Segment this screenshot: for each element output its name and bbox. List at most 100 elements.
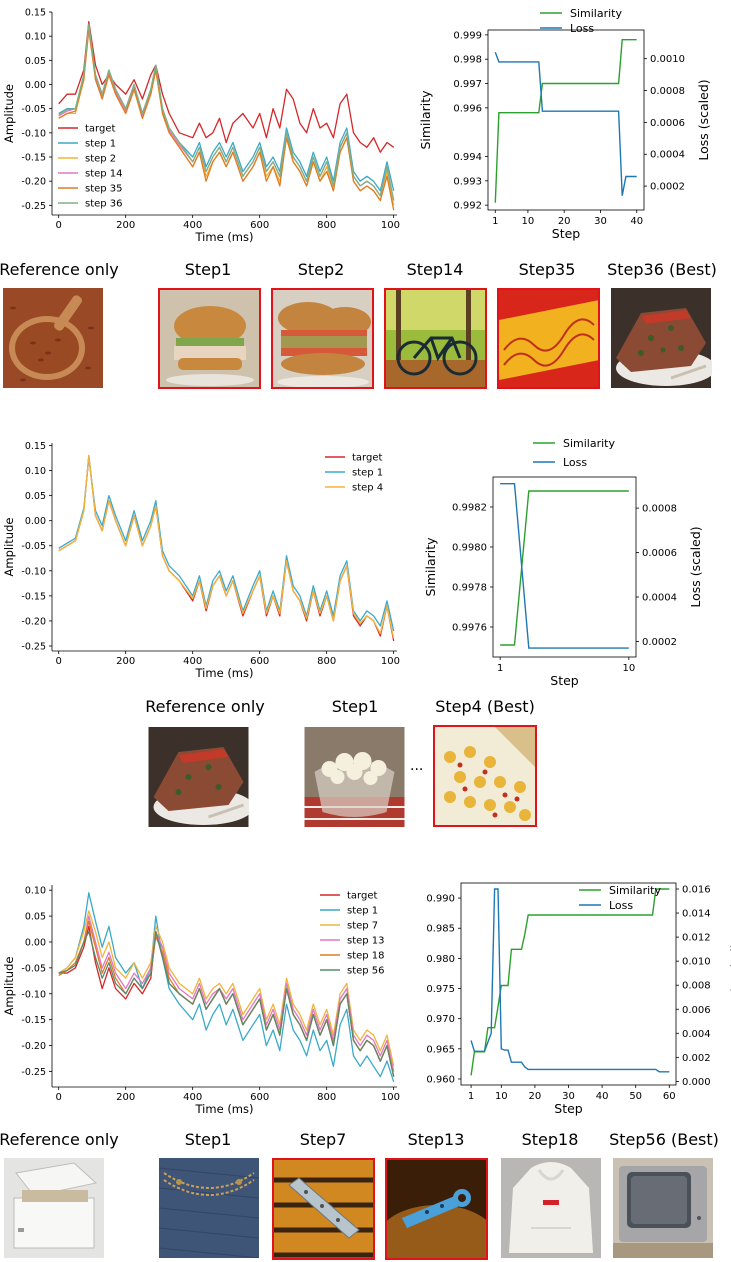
y-left-tick-label: 0.999 xyxy=(453,30,482,41)
row2-label-step1: Step1 xyxy=(331,697,379,716)
jeans-pocket-image xyxy=(159,1158,259,1258)
x-tick-label: 400 xyxy=(183,656,202,667)
y-tick-label: 0.00 xyxy=(25,516,46,527)
row2-label-step4: Step4 (Best) xyxy=(435,697,535,716)
y-tick-label: 0.10 xyxy=(25,886,46,897)
y-tick-label: 0.05 xyxy=(25,912,46,923)
y-tick-label: -0.05 xyxy=(21,541,46,552)
y-axis-label: Amplitude xyxy=(2,84,16,143)
y-left-tick-label: 0.9976 xyxy=(452,623,487,634)
y-right-tick-label: 0.000 xyxy=(682,1077,711,1088)
y-right-tick-label: 0.0006 xyxy=(650,118,685,129)
x-tick-label: 400 xyxy=(183,220,202,231)
y-right-tick-label: 0.008 xyxy=(682,981,711,992)
y-left-tick-label: 0.9980 xyxy=(452,543,487,554)
meatloaf-image xyxy=(148,727,249,827)
y-tick-label: 0.05 xyxy=(25,56,46,67)
x-tick-label: 20 xyxy=(529,1091,542,1102)
x-tick-label: 200 xyxy=(116,1092,135,1103)
series-line-step-56 xyxy=(58,930,395,1077)
x-tick-label: 800 xyxy=(317,220,336,231)
legend-label: step 1 xyxy=(85,139,116,150)
series-line-target xyxy=(58,454,395,642)
row1-label-step14: Step14 xyxy=(406,260,464,279)
row3-label-step1: Step1 xyxy=(184,1130,232,1149)
y-right-tick-label: 0.0004 xyxy=(642,593,677,604)
waveform-chart-2: 0 200 400 600 800 1000 -0.25 -0.20 -0.15 -0.10 -0.… xyxy=(2,441,400,680)
y-axis-label: Amplitude xyxy=(2,518,16,577)
legend-label: Similarity xyxy=(563,437,615,450)
y-left-tick-label: 0.992 xyxy=(453,201,482,212)
waveform-chart-1: 0 200 400 600 800 1000 -0.25 -0.20 -0.15 -0.10 -0.… xyxy=(2,8,400,245)
row3-label-step56: Step56 (Best) xyxy=(609,1130,719,1149)
x-tick-label: 60 xyxy=(663,1091,676,1102)
row1-label-reference: Reference only xyxy=(0,260,119,279)
x-tick-label: 600 xyxy=(250,220,269,231)
chest-freezer-image xyxy=(4,1158,104,1258)
similarity-line xyxy=(470,888,670,1076)
metal-bracket-image xyxy=(272,1158,375,1260)
loss-line xyxy=(500,483,629,649)
bicycle-image xyxy=(384,288,487,389)
x-tick-label: 200 xyxy=(116,656,135,667)
legend-label: Similarity xyxy=(609,884,661,897)
x-tick-label: 1000 xyxy=(381,1092,400,1103)
y-left-axis-label: Similarity xyxy=(423,537,438,597)
row1-label-step35: Step35 xyxy=(518,260,576,279)
x-tick-label: 400 xyxy=(183,1092,202,1103)
plot-frame xyxy=(487,29,645,211)
y-tick-label: 0.00 xyxy=(25,80,46,91)
y-tick-label: 0.10 xyxy=(25,466,46,477)
y-tick-label: -0.10 xyxy=(21,128,46,139)
legend-label: step 4 xyxy=(352,483,383,494)
legend-label: Similarity xyxy=(570,7,622,20)
x-tick-label: 50 xyxy=(629,1091,642,1102)
series-line-step-35 xyxy=(58,25,395,211)
y-left-tick-label: 0.990 xyxy=(426,894,455,905)
row1-label-step2: Step2 xyxy=(297,260,345,279)
loss-line xyxy=(494,52,637,196)
y-right-tick-label: 0.0010 xyxy=(650,54,685,65)
x-tick-label: 10 xyxy=(495,1091,508,1102)
burger-image xyxy=(158,288,261,389)
similarity-chart-2: 1 10 0.9976 0.9978 0.9980 0.9982 0.0002 0.0004 0… xyxy=(423,437,703,688)
plot-frame xyxy=(492,476,637,658)
y-right-tick-label: 0.014 xyxy=(682,909,711,920)
x-tick-label: 800 xyxy=(317,1092,336,1103)
x-tick-label: 20 xyxy=(558,216,571,227)
y-left-tick-label: 0.965 xyxy=(426,1044,455,1055)
row1-label-step1: Step1 xyxy=(184,260,232,279)
y-right-tick-label: 0.006 xyxy=(682,1005,711,1016)
row2-label-reference: Reference only xyxy=(145,697,265,716)
x-tick-label: 10 xyxy=(622,663,635,674)
legend-label: step 14 xyxy=(85,169,123,180)
legend-label: Loss xyxy=(563,456,587,469)
plot-frame xyxy=(460,882,677,1086)
y-left-tick-label: 0.980 xyxy=(426,954,455,965)
y-tick-label: 0.05 xyxy=(25,491,46,502)
series-line-step-13 xyxy=(58,915,395,1072)
y-tick-label: -0.10 xyxy=(21,566,46,577)
y-tick-label: 0.15 xyxy=(25,8,46,19)
y-tick-label: -0.25 xyxy=(21,641,46,652)
y-left-tick-label: 0.985 xyxy=(426,924,455,935)
x-axis-label: Time (ms) xyxy=(195,230,254,244)
x-axis-label: Time (ms) xyxy=(195,666,254,680)
wrench-image xyxy=(385,1158,488,1260)
row2-ellipsis: ... xyxy=(410,758,424,774)
hoodie-image xyxy=(501,1158,601,1258)
y-right-tick-label: 0.004 xyxy=(682,1029,711,1040)
x-tick-label: 0 xyxy=(56,656,62,667)
legend-label: target xyxy=(347,891,377,902)
y-tick-label: -0.10 xyxy=(21,989,46,1000)
y-right-tick-label: 0.0006 xyxy=(642,548,677,559)
y-left-tick-label: 0.9978 xyxy=(452,583,487,594)
y-tick-label: -0.25 xyxy=(21,201,46,212)
legend-label: step 56 xyxy=(347,966,385,977)
pasta-image xyxy=(433,725,537,827)
y-tick-label: -0.05 xyxy=(21,963,46,974)
y-tick-label: -0.15 xyxy=(21,591,46,602)
y-right-tick-label: 0.010 xyxy=(682,957,711,968)
legend-label: step 18 xyxy=(347,951,385,962)
x-tick-label: 800 xyxy=(317,656,336,667)
